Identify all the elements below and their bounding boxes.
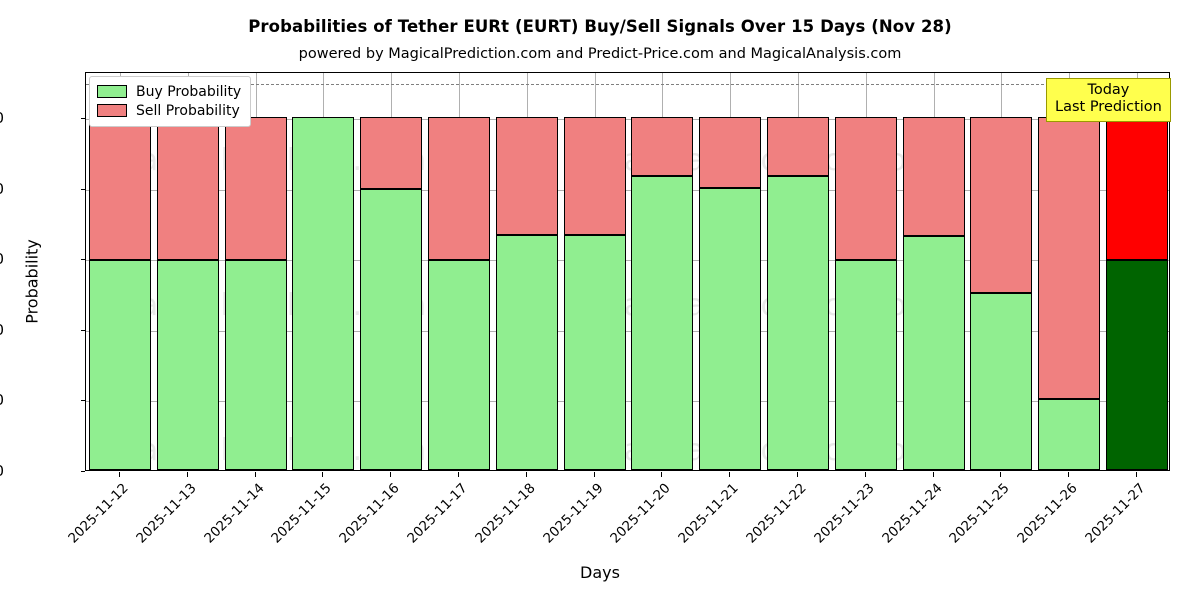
legend-item-buy: Buy Probability: [97, 82, 241, 101]
bar-segment-buy: [1106, 259, 1169, 470]
bar-group: [902, 73, 965, 470]
bar-segment-sell: [1038, 116, 1101, 400]
bar-segment-buy: [156, 259, 219, 470]
y-axis-tick-mark: [81, 329, 85, 331]
y-axis-tick-label: 40: [0, 321, 4, 339]
gridline-horizontal: [86, 401, 1169, 403]
x-axis-tick-mark: [1068, 472, 1070, 477]
y-axis-tick-mark: [81, 400, 85, 402]
legend-swatch-sell: [97, 104, 127, 117]
x-axis-tick-mark: [457, 472, 459, 477]
x-axis-tick-mark: [186, 472, 188, 477]
bar-segment-sell: [1106, 116, 1169, 260]
x-axis-tick-mark: [525, 472, 527, 477]
bar-segment-buy: [88, 259, 151, 470]
x-axis-tick-mark: [390, 472, 392, 477]
bar-segment-sell: [88, 116, 151, 260]
y-axis-tick-mark: [81, 188, 85, 190]
today-annotation: Today Last Prediction: [1046, 78, 1171, 123]
bar-segment-buy: [495, 235, 558, 470]
bar-group: [224, 73, 287, 470]
gridline-horizontal: [86, 189, 1169, 191]
bar-segment-sell: [631, 116, 694, 176]
bar-segment-sell: [699, 116, 762, 189]
bar-segment-buy: [834, 259, 897, 470]
bar-group: [156, 73, 219, 470]
bar-segment-sell: [563, 116, 626, 236]
x-axis-tick-mark: [1000, 472, 1002, 477]
bar-group: [563, 73, 626, 470]
bar-segment-buy: [427, 259, 490, 470]
bar-group: [495, 73, 558, 470]
legend-label-sell: Sell Probability: [136, 102, 240, 119]
bar-segment-buy: [360, 189, 423, 470]
bar-segment-buy: [292, 116, 355, 470]
x-axis-tick-mark: [864, 472, 866, 477]
x-axis-tick-mark: [797, 472, 799, 477]
bar-group: [631, 73, 694, 470]
x-axis-tick-mark: [118, 472, 120, 477]
bar-segment-sell: [970, 116, 1033, 294]
chart-title: Probabilities of Tether EURt (EURT) Buy/…: [248, 17, 952, 36]
bar-segment-buy: [699, 188, 762, 470]
x-axis-tick-mark: [593, 472, 595, 477]
bar-group: [699, 73, 762, 470]
legend-label-buy: Buy Probability: [136, 83, 242, 100]
bar-segment-buy: [902, 235, 965, 470]
bar-segment-sell: [156, 116, 219, 260]
y-axis-tick-label: 0: [0, 462, 4, 480]
x-axis-tick-mark: [932, 472, 934, 477]
today-annotation-line1: Today: [1087, 82, 1130, 98]
bar-group: [292, 73, 355, 470]
gridline-horizontal: [86, 260, 1169, 262]
y-axis-tick-mark: [81, 471, 85, 472]
y-axis-tick-label: 100: [0, 109, 4, 127]
bar-segment-sell: [902, 116, 965, 236]
y-axis-tick-label: 80: [0, 180, 4, 198]
y-axis-label: Probability: [22, 239, 42, 324]
plot-area: MagicalAnalysis.comMagicalPrediction.com…: [85, 72, 1170, 471]
bar-segment-buy: [224, 259, 287, 470]
bar-group: [1038, 73, 1101, 470]
chart-subtitle: powered by MagicalPrediction.com and Pre…: [298, 46, 902, 62]
bar-segment-sell: [495, 116, 558, 236]
bar-segment-sell: [834, 116, 897, 260]
gridline-horizontal: [86, 330, 1169, 332]
x-axis-tick-mark: [661, 472, 663, 477]
bar-segment-buy: [1038, 399, 1101, 470]
x-axis-tick-mark: [254, 472, 256, 477]
bar-segment-buy: [767, 175, 830, 470]
bar-segment-sell: [767, 116, 830, 176]
bar-group: [834, 73, 897, 470]
today-annotation-line2: Last Prediction: [1055, 99, 1162, 116]
x-axis-tick-mark: [729, 472, 731, 477]
x-axis-tick-mark: [1136, 472, 1138, 477]
bar-group: [88, 73, 151, 470]
x-axis-tick-mark: [322, 472, 324, 477]
bar-segment-buy: [563, 235, 626, 470]
y-axis-tick-label: 60: [0, 250, 4, 268]
chart-legend: Buy Probability Sell Probability: [89, 76, 252, 127]
bar-segment-sell: [224, 116, 287, 260]
bar-group: [360, 73, 423, 470]
bar-group: [767, 73, 830, 470]
y-axis-tick-label: 20: [0, 391, 4, 409]
bar-group: [427, 73, 490, 470]
bar-segment-buy: [970, 293, 1033, 470]
threshold-dashed-line: [86, 83, 1169, 85]
gridline-horizontal: [86, 118, 1169, 120]
bar-group: [970, 73, 1033, 470]
bar-segment-sell: [427, 116, 490, 260]
y-axis-tick-mark: [81, 117, 85, 119]
x-axis-label: Days: [580, 563, 620, 582]
bar-segment-buy: [631, 175, 694, 470]
bar-group: [1106, 73, 1169, 470]
bar-segment-sell: [360, 116, 423, 190]
legend-item-sell: Sell Probability: [97, 101, 241, 120]
legend-swatch-buy: [97, 85, 127, 98]
y-axis-tick-mark: [81, 259, 85, 261]
